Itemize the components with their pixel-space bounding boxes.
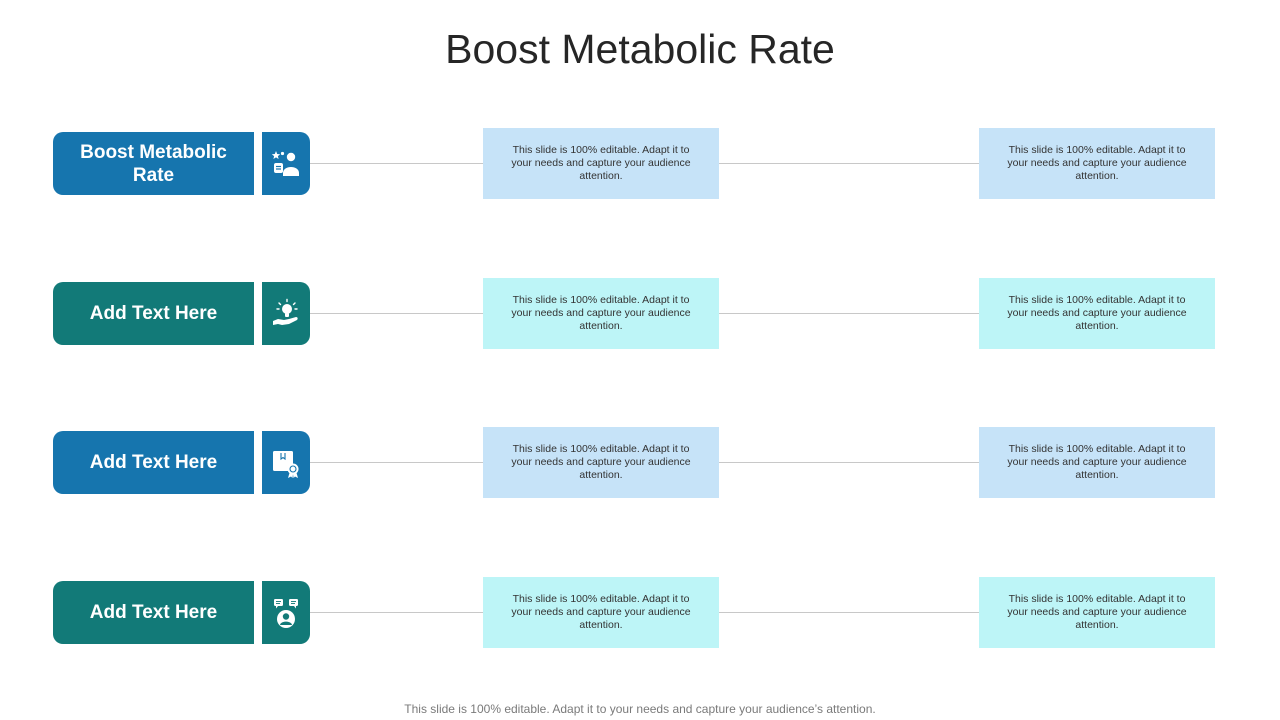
row-label: Boost Metabolic Rate [53, 132, 254, 195]
connector-line [310, 612, 1214, 613]
text-box-1: This slide is 100% editable. Adapt it to… [483, 128, 719, 199]
slide-title: Boost Metabolic Rate [445, 26, 835, 72]
text-box-2: This slide is 100% editable. Adapt it to… [979, 278, 1215, 349]
idea-hand-icon [273, 298, 298, 325]
footer-note: This slide is 100% editable. Adapt it to… [404, 702, 876, 716]
row-2: Add Text Here This slide is 100% editabl… [0, 278, 1280, 350]
text-box-2: This slide is 100% editable. Adapt it to… [979, 427, 1215, 498]
row-label: Add Text Here [53, 431, 254, 494]
connector-line [310, 313, 1214, 314]
row-4: Add Text Here This slide is 100% editabl… [0, 577, 1280, 649]
certificate-icon [273, 450, 299, 478]
text-box-1: This slide is 100% editable. Adapt it to… [483, 427, 719, 498]
row-3: Add Text Here This slide is 100% editabl… [0, 427, 1280, 499]
person-chat-icon [274, 598, 298, 628]
icon-tile [262, 282, 310, 345]
text-box-1: This slide is 100% editable. Adapt it to… [483, 278, 719, 349]
icon-tile [262, 132, 310, 195]
icon-tile [262, 581, 310, 644]
text-box-1: This slide is 100% editable. Adapt it to… [483, 577, 719, 648]
text-box-2: This slide is 100% editable. Adapt it to… [979, 128, 1215, 199]
connector-line [310, 163, 1214, 164]
connector-line [310, 462, 1214, 463]
users-star-icon [271, 150, 299, 176]
text-box-2: This slide is 100% editable. Adapt it to… [979, 577, 1215, 648]
row-label: Add Text Here [53, 581, 254, 644]
row-1: Boost Metabolic Rate This slide is 100% … [0, 128, 1280, 200]
icon-tile [262, 431, 310, 494]
row-label: Add Text Here [53, 282, 254, 345]
